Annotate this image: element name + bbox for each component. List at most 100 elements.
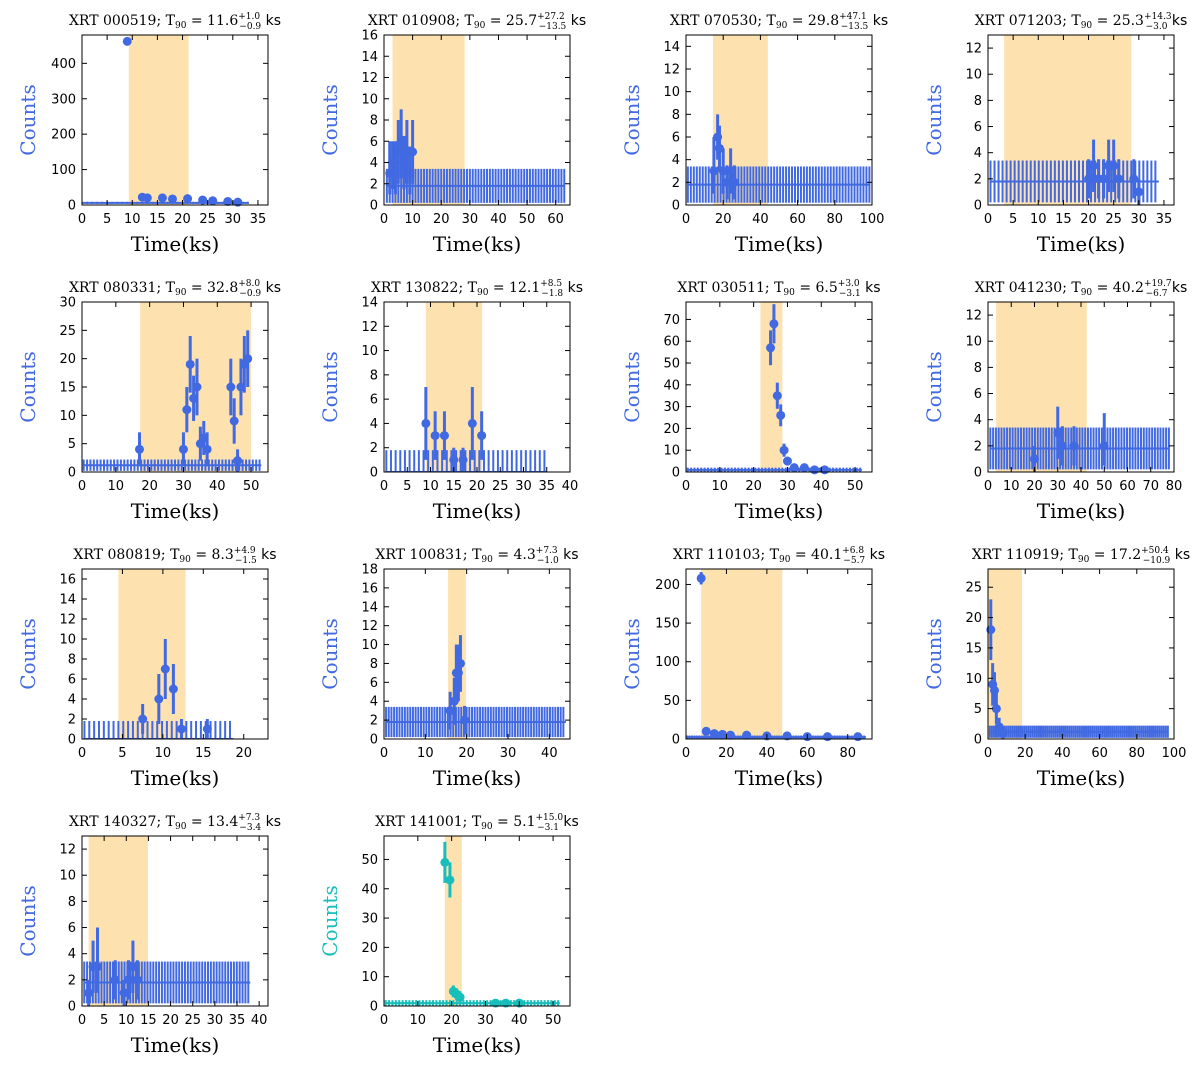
y-tick-label: 0 xyxy=(672,466,680,481)
y-tick-label: 4 xyxy=(974,413,982,428)
t90-value: = 29.8 xyxy=(787,13,839,29)
data-point xyxy=(718,166,728,176)
x-tick-label: 10 xyxy=(417,746,434,761)
y-tick-label: 0 xyxy=(672,733,680,748)
x-tick-label: 50 xyxy=(1096,479,1113,494)
title-main: XRT 141001; T xyxy=(375,814,482,830)
y-tick-label: 8 xyxy=(974,361,982,376)
y-tick-label: 8 xyxy=(974,94,982,109)
y-tick-label: 10 xyxy=(361,638,378,653)
x-axis-label: Time(ks) xyxy=(433,499,522,523)
data-point xyxy=(198,195,208,205)
title-main: XRT 080331; T xyxy=(69,280,176,296)
y-tick-label: 12 xyxy=(663,63,680,78)
panel-title: XRT 130822; T90 = 12.1+8.5 −1.8 ks xyxy=(371,279,583,299)
y-tick-label: 40 xyxy=(361,882,378,897)
axes-frame xyxy=(81,835,269,1007)
y-tick-label: 8 xyxy=(672,108,680,123)
t90-shade xyxy=(118,569,186,739)
data-point xyxy=(729,177,739,187)
t90-lower: −0.9 xyxy=(239,289,261,299)
x-tick-label: 20 xyxy=(235,746,252,761)
y-axis-label: Counts xyxy=(922,84,946,155)
t90-sub: 90 xyxy=(175,21,187,31)
y-tick-label: 50 xyxy=(663,357,680,372)
x-tick-label: 0 xyxy=(682,746,690,761)
panel-070530: 0 20 40 60 80 100 0 2 4 6 8 10 12 14 XRT 070530; T90 =… xyxy=(604,0,904,267)
axes-frame xyxy=(81,34,269,206)
y-tick-label: 14 xyxy=(663,40,680,55)
chart-svg: 0 10 20 30 40 50 0 10 20 30 40 50 60 70 XRT 030511; T9… xyxy=(620,279,881,523)
x-tick-label: 15 xyxy=(1055,212,1072,227)
x-tick-label: 0 xyxy=(380,1013,388,1028)
x-tick-label: 30 xyxy=(515,479,532,494)
x-tick-label: 0 xyxy=(78,479,86,494)
x-axis-label: Time(ks) xyxy=(1037,766,1126,790)
chart-svg: 0 5 10 15 20 25 30 35 0 2 4 6 8 10 12 XRT 071203; T90 =… xyxy=(922,12,1187,256)
x-tick-label: 20 xyxy=(141,479,158,494)
data-point xyxy=(199,433,209,443)
t90-sub: 90 xyxy=(175,288,187,298)
t90-shade xyxy=(988,569,1023,739)
title-main: XRT 071203; T xyxy=(975,13,1082,29)
x-tick-label: 40 xyxy=(1054,746,1071,761)
t90-lower: −1.0 xyxy=(537,556,559,566)
y-tick-label: 15 xyxy=(59,381,76,396)
y-tick-label: 0 xyxy=(974,199,982,214)
data-point xyxy=(202,724,212,734)
panel-title: XRT 030511; T90 = 6.5+3.0 −3.1 ks xyxy=(677,279,880,299)
t90-unit: ks xyxy=(261,280,281,296)
y-tick-label: 8 xyxy=(68,653,76,668)
y-tick-label: 6 xyxy=(672,131,680,146)
x-tick-label: 0 xyxy=(78,746,86,761)
x-tick-label: 0 xyxy=(380,746,388,761)
data-point xyxy=(226,382,236,392)
axes-frame xyxy=(987,568,1175,740)
chart-svg: 0 20 40 60 80 0 50 100 150 200 XRT 110103; T90 = 4… xyxy=(620,546,885,790)
t90-lower: −3.4 xyxy=(239,823,261,833)
t90-lower: −6.7 xyxy=(1146,289,1168,299)
x-axis-label: Time(ks) xyxy=(1037,499,1126,523)
x-tick-label: 5 xyxy=(403,479,411,494)
y-tick-label: 2 xyxy=(974,172,982,187)
panel-080819: 0 5 10 15 20 0 2 4 6 8 10 12 14 16 XRT 080819; T90 = 8… xyxy=(0,534,300,801)
y-tick-label: 10 xyxy=(361,344,378,359)
axes-frame xyxy=(987,34,1175,206)
data-point xyxy=(998,728,1008,738)
y-tick-label: 70 xyxy=(663,313,680,328)
y-tick-label: 12 xyxy=(965,42,982,57)
data-point xyxy=(84,988,94,998)
title-main: XRT 110919; T xyxy=(972,547,1079,563)
t90-sub: 90 xyxy=(175,822,187,832)
data-point xyxy=(390,168,400,178)
axes-frame xyxy=(383,568,571,740)
y-axis-label: Counts xyxy=(318,885,342,956)
y-tick-label: 10 xyxy=(965,68,982,83)
x-tick-label: 0 xyxy=(78,1013,86,1028)
y-axis-label: Counts xyxy=(620,618,644,689)
x-tick-label: 40 xyxy=(490,212,507,227)
t90-sub: 90 xyxy=(1081,21,1093,31)
y-tick-label: 2 xyxy=(370,714,378,729)
x-tick-label: 10 xyxy=(155,746,172,761)
x-axis-label: Time(ks) xyxy=(433,766,522,790)
t90-value: = 25.3 xyxy=(1092,13,1144,29)
y-axis-label: Counts xyxy=(16,84,40,155)
y-tick-label: 12 xyxy=(361,320,378,335)
y-tick-label: 0 xyxy=(974,733,982,748)
y-tick-label: 300 xyxy=(51,92,76,107)
y-tick-label: 14 xyxy=(59,593,76,608)
y-tick-label: 2 xyxy=(68,973,76,988)
panel-title: XRT 041230; T90 = 40.2+19.7 −6.7 ks xyxy=(975,279,1188,299)
y-axis-label: Counts xyxy=(922,618,946,689)
data-point xyxy=(178,444,188,454)
data-point xyxy=(445,875,455,885)
x-tick-label: 20 xyxy=(458,746,475,761)
x-tick-label: 20 xyxy=(174,212,191,227)
t90-upper: +19.7 xyxy=(1144,279,1172,289)
data-point xyxy=(157,193,167,203)
series-group xyxy=(385,635,566,738)
y-tick-label: 12 xyxy=(59,613,76,628)
